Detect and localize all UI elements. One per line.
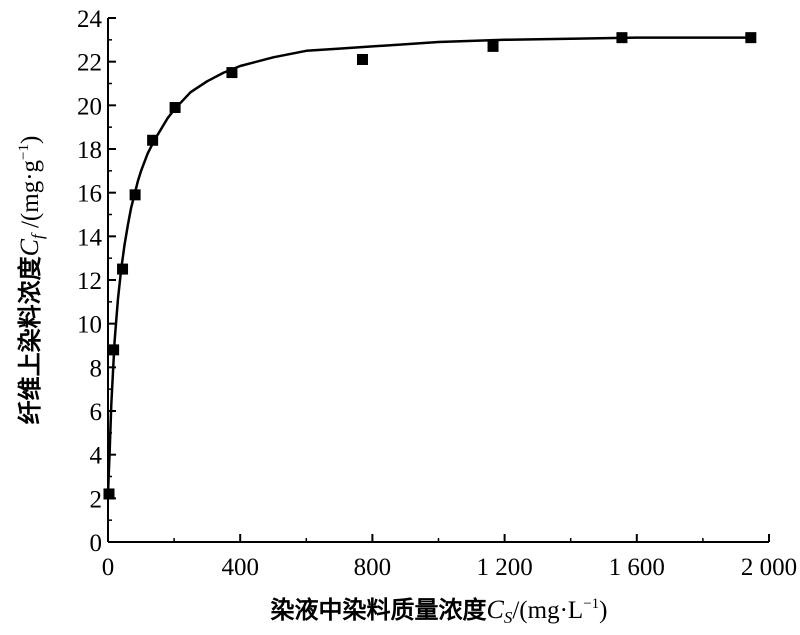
data-point bbox=[745, 32, 757, 44]
x-tick-label: 1 200 bbox=[476, 554, 532, 581]
data-point bbox=[487, 40, 499, 52]
y-tick-label: 6 bbox=[90, 399, 103, 426]
x-axis-title: 染液中染料质量浓度CS/(mg·L−1) bbox=[271, 595, 608, 627]
data-point bbox=[226, 67, 238, 79]
y-tick-label: 18 bbox=[77, 137, 102, 164]
data-point bbox=[129, 189, 141, 201]
x-tick-label: 1 600 bbox=[609, 554, 665, 581]
y-tick-label: 0 bbox=[90, 530, 103, 557]
y-tick-label: 2 bbox=[90, 486, 103, 513]
data-point bbox=[147, 134, 159, 146]
y-tick-label: 16 bbox=[77, 181, 102, 208]
y-tick-label: 10 bbox=[77, 312, 102, 339]
y-tick-label: 22 bbox=[77, 50, 102, 77]
data-point bbox=[356, 53, 368, 65]
y-tick-label: 4 bbox=[90, 443, 103, 470]
data-point bbox=[117, 263, 129, 275]
y-tick-label: 8 bbox=[90, 355, 103, 382]
y-axis-title: 纤维上染料浓度Cf /(mg·g−1) bbox=[15, 136, 47, 425]
x-ticks: 0 400 800 1 200 1 600 2 000 bbox=[102, 534, 797, 581]
x-tick-label: 2 000 bbox=[741, 554, 797, 581]
data-point bbox=[108, 344, 120, 356]
data-point bbox=[169, 102, 181, 114]
data-point bbox=[616, 32, 628, 44]
x-tick-label: 0 bbox=[102, 554, 115, 581]
y-tick-label: 12 bbox=[77, 268, 102, 295]
x-tick-label: 800 bbox=[354, 554, 392, 581]
x-tick-label: 400 bbox=[221, 554, 259, 581]
y-tick-label: 20 bbox=[77, 93, 102, 120]
y-tick-label: 24 bbox=[77, 6, 103, 33]
y-tick-label: 14 bbox=[77, 224, 103, 251]
